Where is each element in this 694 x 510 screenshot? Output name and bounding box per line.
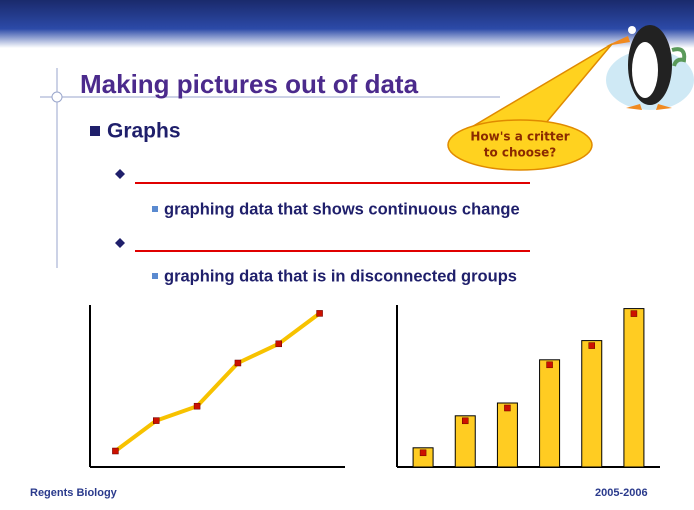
penguin [628,26,636,34]
slide: Making pictures out of data Graphs graph… [0,0,694,510]
bar [497,403,517,467]
footer: 2005-2006 [595,487,648,499]
marker [235,360,241,366]
bullet [152,273,158,279]
bar [582,341,602,467]
marker [153,418,159,424]
deco-circle [52,92,62,102]
item-text: graphing data that is in disconnected gr… [164,267,517,285]
data-line [115,313,319,451]
footer: Regents Biology [30,487,118,499]
marker [504,405,510,411]
marker [589,343,595,349]
callout-text: How's a critter [470,130,569,144]
bullet-text: Graphs [107,120,181,143]
marker [462,418,468,424]
marker [547,362,553,368]
callout-text: to choose? [484,146,557,160]
marker [194,403,200,409]
marker [317,310,323,316]
bullet [90,126,100,136]
bullet [115,169,125,179]
marker [631,311,637,317]
bullet [152,206,158,212]
marker [112,448,118,454]
marker [276,341,282,347]
item-text: graphing data that shows continuous chan… [164,200,520,218]
bullet [115,238,125,248]
marker [420,450,426,456]
penguin [632,42,658,98]
bar [624,309,644,467]
bar [540,360,560,467]
callout-pointer [470,44,612,128]
slide-title: Making pictures out of data [80,69,419,99]
header-bar [0,0,694,48]
